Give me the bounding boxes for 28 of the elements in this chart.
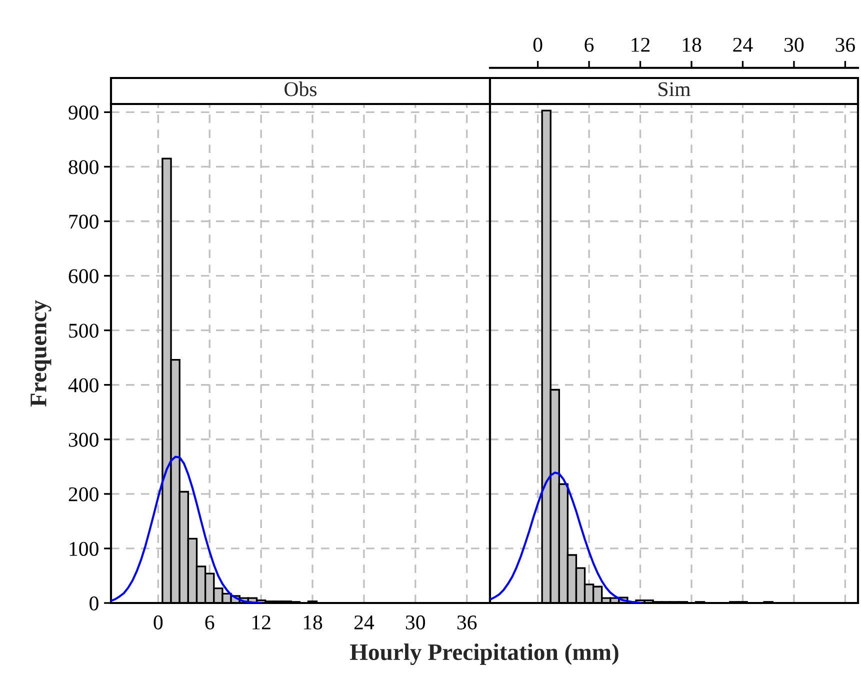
y-tick-label: 0 xyxy=(90,596,98,610)
chart-title: Obs xyxy=(284,82,317,96)
x-tick-label: 36 xyxy=(457,615,477,630)
y-tick-label: 300 xyxy=(68,432,98,447)
y-tick-label: 700 xyxy=(69,214,98,229)
x-tick-label: 24 xyxy=(733,38,753,52)
x-axis-title: Hourly Precipitation (mm) xyxy=(350,644,618,665)
x-tick-label: 0 xyxy=(533,38,542,52)
y-tick-label: 800 xyxy=(68,160,98,174)
x-tick-label: 18 xyxy=(304,615,322,630)
chart-title: Sim xyxy=(658,82,690,96)
y-tick-label: 200 xyxy=(68,487,98,502)
y-tick-label: 600 xyxy=(68,269,98,284)
x-tick-label: 24 xyxy=(354,615,374,630)
x-tick-label: 30 xyxy=(784,38,804,52)
y-tick-label: 400 xyxy=(68,378,98,392)
x-tick-label: 30 xyxy=(406,615,426,630)
x-tick-label: 18 xyxy=(682,38,702,52)
x-tick-label: 36 xyxy=(836,38,855,52)
x-tick-label: 6 xyxy=(205,615,214,630)
y-tick-label: 100 xyxy=(70,542,98,556)
x-tick-label: 0 xyxy=(154,615,163,630)
x-tick-label: 12 xyxy=(252,615,270,630)
y-tick-label: 900 xyxy=(68,106,98,120)
y-axis-title: Frequency xyxy=(30,300,52,407)
x-tick-label: 12 xyxy=(632,38,650,52)
x-tick-label: 6 xyxy=(584,38,594,52)
y-tick-label: 500 xyxy=(69,324,98,338)
